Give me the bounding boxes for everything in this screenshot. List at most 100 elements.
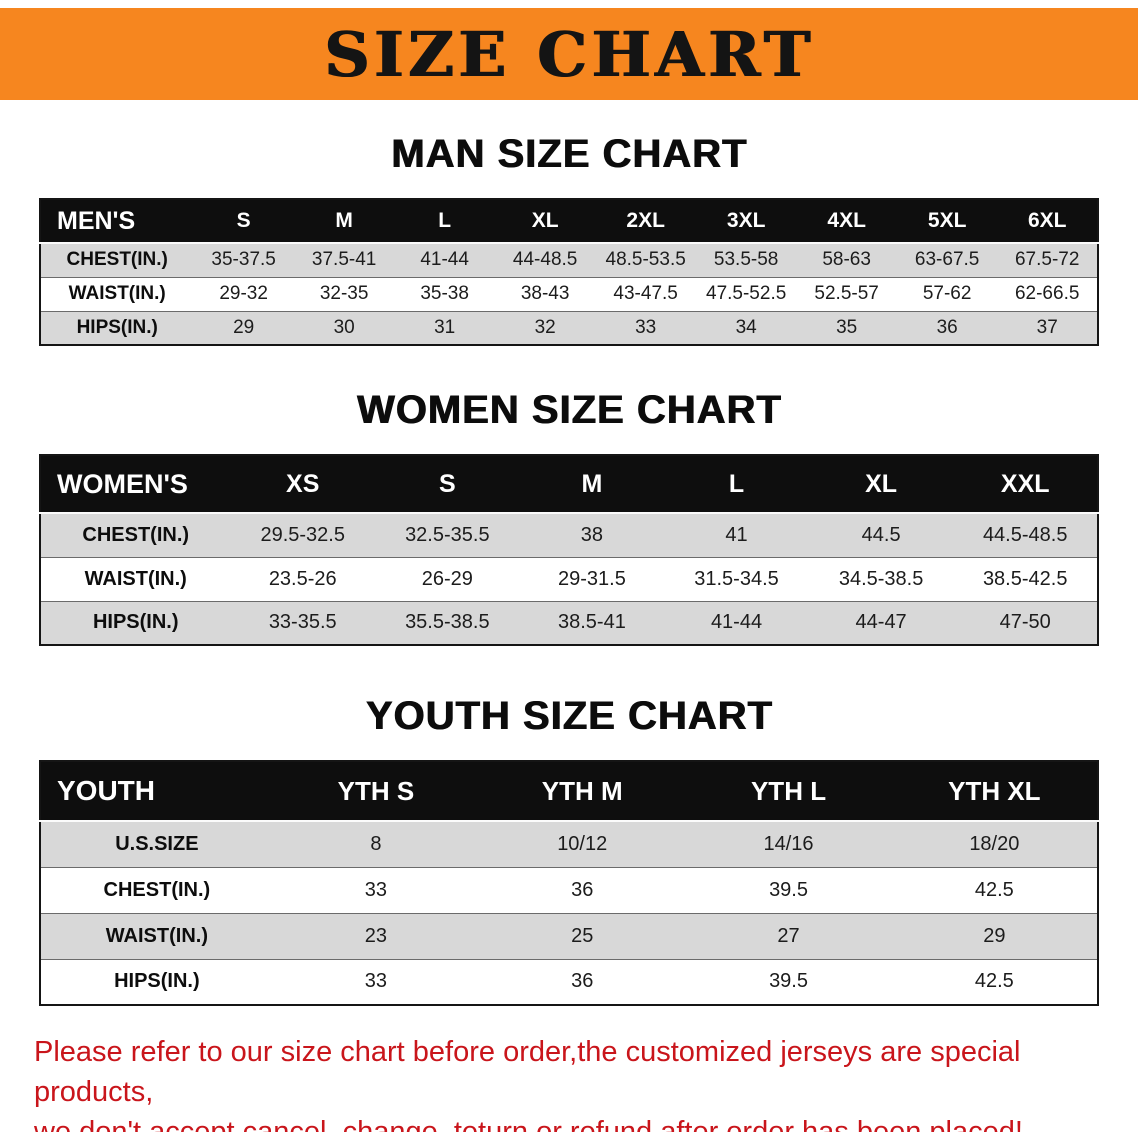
size-column-header: XL (808, 455, 954, 514)
size-value-cell: 36 (479, 958, 686, 1005)
measure-row-label: WAIST(IN.) (40, 912, 273, 959)
size-column-header: 6XL (997, 199, 1098, 244)
size-value-cell: 57-62 (896, 276, 998, 311)
size-value-cell: 32.5-35.5 (375, 512, 520, 557)
size-value-cell: 63-67.5 (896, 242, 998, 277)
size-value-cell: 33 (272, 866, 480, 913)
size-value-cell: 32 (494, 310, 596, 345)
size-value-cell: 41 (664, 512, 809, 557)
size-value-cell: 42.5 (891, 866, 1098, 913)
size-value-cell: 29 (891, 912, 1098, 959)
size-column-header: YTH L (685, 761, 892, 822)
table-header-row: WOMEN'S XS S M L XL XXL (40, 455, 1098, 514)
table-row: WAIST(IN.) 23 25 27 29 (40, 912, 1098, 959)
youth-size-table: YOUTH YTH S YTH M YTH L YTH XL U.S.SIZE 8 10/12… (39, 760, 1099, 1006)
size-column-header: 5XL (896, 199, 998, 244)
youth-section: YOUTH SIZE CHART YOUTH YTH S YTH M YTH L YTH… (0, 692, 1138, 1006)
women-section-heading: WOMEN SIZE CHART (356, 388, 782, 432)
table-row: CHEST(IN.) 29.5-32.5 32.5-35.5 38 41 44.5 44.5… (40, 512, 1098, 557)
measure-row-label: CHEST(IN.) (40, 866, 273, 913)
size-value-cell: 47.5-52.5 (695, 276, 797, 311)
disclaimer: Please refer to our size chart before or… (0, 1032, 1138, 1132)
size-value-cell: 52.5-57 (796, 276, 897, 311)
size-value-cell: 37.5-41 (293, 242, 395, 277)
table-row: CHEST(IN.) 35-37.5 37.5-41 41-44 44-48.5 48.5… (40, 242, 1098, 277)
table-row: WAIST(IN.) 29-32 32-35 35-38 38-43 43-47.5 47.… (40, 276, 1098, 311)
size-value-cell: 41-44 (664, 600, 809, 645)
size-value-cell: 25 (479, 912, 686, 959)
size-value-cell: 36 (896, 310, 998, 345)
disclaimer-line-2: we don't accept cancel, change, teturn o… (34, 1116, 1023, 1132)
size-column-header: M (293, 199, 395, 244)
size-column-header: L (664, 455, 809, 514)
page-title: SIZE CHART (323, 17, 815, 91)
size-value-cell: 29-32 (193, 276, 294, 311)
size-value-cell: 44.5-48.5 (953, 512, 1098, 557)
size-value-cell: 18/20 (891, 820, 1098, 867)
size-value-cell: 27 (685, 912, 892, 959)
table-row: U.S.SIZE 8 10/12 14/16 18/20 (40, 820, 1098, 867)
size-column-header: XXL (953, 455, 1098, 514)
size-value-cell: 30 (293, 310, 395, 345)
size-column-header: L (394, 199, 495, 244)
size-value-cell: 44-48.5 (494, 242, 596, 277)
size-value-cell: 10/12 (479, 820, 686, 867)
size-column-header: 4XL (796, 199, 897, 244)
size-value-cell: 34.5-38.5 (808, 556, 954, 601)
table-header-row: MEN'S S M L XL 2XL 3XL 4XL 5XL 6XL (40, 199, 1098, 244)
size-value-cell: 35 (796, 310, 897, 345)
measure-row-label: HIPS(IN.) (40, 600, 231, 645)
size-column-header: M (519, 455, 665, 514)
size-column-header: YTH S (272, 761, 480, 822)
size-value-cell: 36 (479, 866, 686, 913)
size-column-header: YTH XL (891, 761, 1098, 822)
size-value-cell: 32-35 (293, 276, 395, 311)
size-column-header: XL (494, 199, 596, 244)
size-value-cell: 42.5 (891, 958, 1098, 1005)
size-value-cell: 26-29 (375, 556, 520, 601)
size-value-cell: 41-44 (394, 242, 495, 277)
size-value-cell: 48.5-53.5 (595, 242, 696, 277)
size-value-cell: 62-66.5 (997, 276, 1098, 311)
size-value-cell: 34 (695, 310, 797, 345)
size-value-cell: 47-50 (953, 600, 1098, 645)
size-column-header: 3XL (695, 199, 797, 244)
measure-row-label: WAIST(IN.) (40, 276, 194, 311)
table-row: HIPS(IN.) 33-35.5 35.5-38.5 38.5-41 41-44 44-… (40, 600, 1098, 645)
size-value-cell: 31 (394, 310, 495, 345)
size-value-cell: 8 (272, 820, 480, 867)
size-value-cell: 29-31.5 (519, 556, 665, 601)
table-corner-label: MEN'S (40, 199, 194, 244)
table-corner-label: WOMEN'S (40, 455, 231, 514)
size-value-cell: 33-35.5 (230, 600, 376, 645)
measure-row-label: CHEST(IN.) (40, 242, 194, 277)
table-row: WAIST(IN.) 23.5-26 26-29 29-31.5 31.5-34.5 34… (40, 556, 1098, 601)
size-value-cell: 35-38 (394, 276, 495, 311)
size-column-header: S (375, 455, 520, 514)
size-value-cell: 43-47.5 (595, 276, 696, 311)
size-value-cell: 14/16 (685, 820, 892, 867)
size-value-cell: 38 (519, 512, 665, 557)
size-value-cell: 44.5 (808, 512, 954, 557)
size-value-cell: 39.5 (685, 866, 892, 913)
women-section: WOMEN SIZE CHART WOMEN'S XS S M L XL XXL CHEST(… (0, 386, 1138, 646)
size-value-cell: 23.5-26 (230, 556, 376, 601)
measure-row-label: CHEST(IN.) (40, 512, 231, 557)
size-value-cell: 29 (193, 310, 294, 345)
men-section-heading: MAN SIZE CHART (390, 132, 748, 176)
size-value-cell: 67.5-72 (997, 242, 1098, 277)
size-value-cell: 23 (272, 912, 480, 959)
measure-row-label: HIPS(IN.) (40, 958, 273, 1005)
size-value-cell: 53.5-58 (695, 242, 797, 277)
youth-section-heading: YOUTH SIZE CHART (365, 694, 773, 738)
size-column-header: S (193, 199, 294, 244)
size-value-cell: 38.5-42.5 (953, 556, 1098, 601)
size-column-header: XS (230, 455, 376, 514)
size-value-cell: 39.5 (685, 958, 892, 1005)
size-value-cell: 58-63 (796, 242, 897, 277)
size-value-cell: 38.5-41 (519, 600, 665, 645)
size-value-cell: 29.5-32.5 (230, 512, 376, 557)
size-value-cell: 33 (595, 310, 696, 345)
table-header-row: YOUTH YTH S YTH M YTH L YTH XL (40, 761, 1098, 822)
